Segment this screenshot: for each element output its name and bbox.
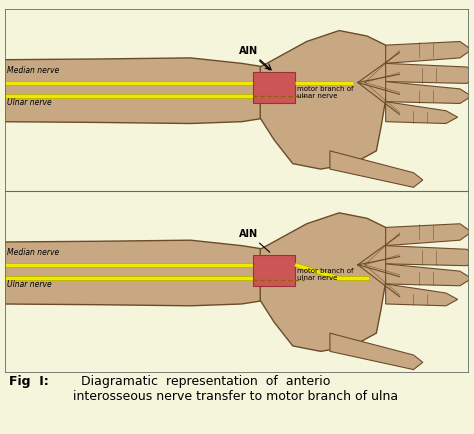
Polygon shape xyxy=(386,102,457,124)
Polygon shape xyxy=(386,284,457,306)
Polygon shape xyxy=(386,224,472,246)
Text: Ulnar nerve: Ulnar nerve xyxy=(7,98,52,107)
Polygon shape xyxy=(386,264,472,286)
Text: Ulnar nerve: Ulnar nerve xyxy=(7,280,52,289)
Text: motor branch of
ulnar nerve: motor branch of ulnar nerve xyxy=(297,86,354,99)
Polygon shape xyxy=(386,63,474,83)
Text: Fig  I:: Fig I: xyxy=(9,375,49,388)
Text: Diagramatic  representation  of  anterio
interosseous nerve transfer to motor br: Diagramatic representation of anterio in… xyxy=(73,375,399,404)
Polygon shape xyxy=(330,333,423,370)
Polygon shape xyxy=(0,58,265,124)
Polygon shape xyxy=(386,82,472,103)
Text: Median nerve: Median nerve xyxy=(7,66,59,75)
Polygon shape xyxy=(386,246,474,266)
Text: AIN: AIN xyxy=(239,46,270,70)
Bar xyxy=(253,72,295,103)
Text: motor branch of
ulnar nerve: motor branch of ulnar nerve xyxy=(297,268,354,281)
Polygon shape xyxy=(260,213,390,352)
Polygon shape xyxy=(0,240,265,306)
Text: Median nerve: Median nerve xyxy=(7,249,59,257)
Polygon shape xyxy=(330,151,423,187)
Polygon shape xyxy=(386,42,472,63)
Text: AIN: AIN xyxy=(239,229,270,252)
Polygon shape xyxy=(260,30,390,169)
Bar xyxy=(253,255,295,286)
